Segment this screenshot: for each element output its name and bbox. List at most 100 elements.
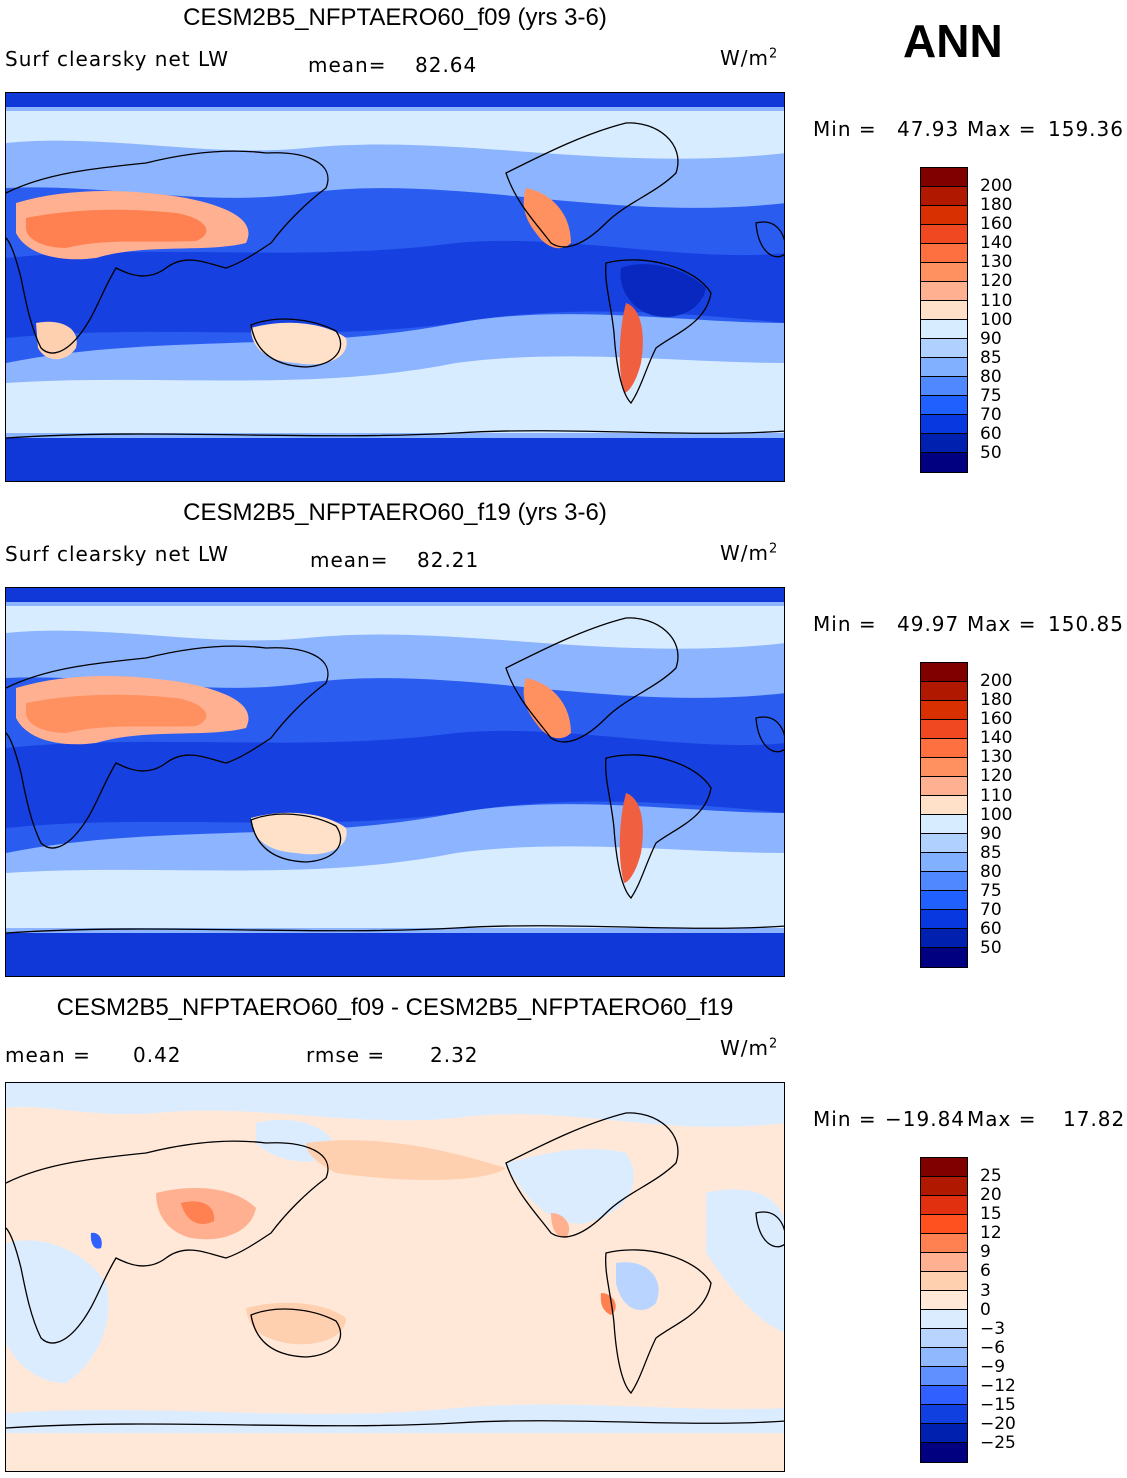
colorbar-level-label: 160 bbox=[980, 709, 1013, 730]
colorbar-segment bbox=[921, 929, 967, 948]
panel3-rmse-value: 2.32 bbox=[430, 1043, 479, 1067]
colorbar-level-label: 75 bbox=[980, 386, 1002, 407]
colorbar-level-label: 25 bbox=[980, 1166, 1002, 1186]
colorbar-segment bbox=[921, 1348, 967, 1367]
panel3-min-value: −19.84 bbox=[885, 1107, 966, 1131]
colorbar-segment bbox=[921, 244, 967, 263]
colorbar-level-label: 85 bbox=[980, 842, 1002, 863]
colorbar-segment bbox=[921, 339, 967, 358]
colorbar-segment bbox=[921, 853, 967, 872]
colorbar-level-label: −6 bbox=[980, 1337, 1006, 1358]
panel3-units: W/m2 bbox=[720, 1036, 779, 1060]
colorbar-segment bbox=[921, 1177, 967, 1196]
panel1-min-label: Min = bbox=[813, 117, 877, 141]
colorbar-level-label: 70 bbox=[980, 405, 1002, 426]
colorbar-segment bbox=[921, 301, 967, 320]
colorbar-level-label: 50 bbox=[980, 938, 1002, 959]
panel2-units: W/m2 bbox=[720, 541, 779, 565]
colorbar-level-label: −25 bbox=[980, 1433, 1016, 1454]
colorbar-segment bbox=[921, 872, 967, 891]
colorbar-level-label: 180 bbox=[980, 195, 1013, 216]
panel1-min-value: 47.93 bbox=[897, 117, 960, 141]
panel2-title: CESM2B5_NFPTAERO60_f19 (yrs 3-6) bbox=[183, 499, 607, 526]
colorbar-segment bbox=[921, 910, 967, 929]
panel3-colorbar-labels: 25 20 15 12 9 6 3 0 −3 −6 −9 −12 −15 −20 −25 bbox=[980, 1166, 1016, 1454]
colorbar-segment bbox=[921, 1424, 967, 1443]
panel3-min-label: Min = bbox=[813, 1107, 877, 1131]
panel2-colorbar bbox=[920, 662, 968, 968]
colorbar-segment bbox=[921, 682, 967, 701]
colorbar-level-label: 85 bbox=[980, 347, 1002, 368]
colorbar-level-label: 60 bbox=[980, 424, 1002, 445]
panel1-variable: Surf clearsky net LW bbox=[5, 47, 230, 71]
colorbar-level-label: 130 bbox=[980, 252, 1013, 273]
panel3-colorbar bbox=[920, 1157, 968, 1463]
colorbar-level-label: 80 bbox=[980, 366, 1002, 387]
colorbar-level-label: 120 bbox=[980, 766, 1013, 787]
colorbar-segment bbox=[921, 1196, 967, 1215]
colorbar-segment bbox=[921, 434, 967, 453]
panel2-max-value: 150.85 bbox=[1048, 612, 1124, 636]
colorbar-segment bbox=[921, 1215, 967, 1234]
panel3-title: CESM2B5_NFPTAERO60_f09 - CESM2B5_NFPTAER… bbox=[56, 994, 734, 1021]
colorbar-segment bbox=[921, 1234, 967, 1253]
colorbar-segment bbox=[921, 320, 967, 339]
colorbar-level-label: 120 bbox=[980, 271, 1013, 292]
colorbar-segment bbox=[921, 206, 967, 225]
panel1-colorbar-labels: 200 180 160 140 130 120 110 100 90 85 80 75 70 60 50 bbox=[980, 176, 1013, 464]
panel2-mean-label: mean= bbox=[310, 548, 389, 572]
colorbar-segment bbox=[921, 415, 967, 434]
colorbar-level-label: 90 bbox=[980, 328, 1002, 349]
colorbar-segment bbox=[921, 777, 967, 796]
colorbar-level-label: 15 bbox=[980, 1204, 1002, 1225]
colorbar-segment bbox=[921, 282, 967, 301]
colorbar-level-label: 0 bbox=[980, 1299, 991, 1320]
panel1-units: W/m2 bbox=[720, 46, 779, 70]
colorbar-level-label: −9 bbox=[980, 1356, 1006, 1377]
panel2-min-value: 49.97 bbox=[897, 612, 960, 636]
colorbar-segment bbox=[921, 701, 967, 720]
panel2-map bbox=[5, 587, 785, 977]
colorbar-segment bbox=[921, 1367, 967, 1386]
colorbar-level-label: −20 bbox=[980, 1414, 1016, 1435]
panel2-mean-value: 82.21 bbox=[417, 548, 480, 572]
colorbar-level-label: 160 bbox=[980, 214, 1013, 235]
colorbar-segment bbox=[921, 1291, 967, 1310]
colorbar-level-label: 200 bbox=[980, 671, 1013, 691]
colorbar-segment bbox=[921, 377, 967, 396]
colorbar-segment bbox=[921, 758, 967, 777]
colorbar-segment bbox=[921, 815, 967, 834]
panel1-max-value: 159.36 bbox=[1048, 117, 1124, 141]
colorbar-level-label: 100 bbox=[980, 309, 1013, 330]
colorbar-level-label: 6 bbox=[980, 1261, 991, 1282]
colorbar-level-label: −15 bbox=[980, 1395, 1016, 1416]
colorbar-level-label: −3 bbox=[980, 1318, 1006, 1339]
colorbar-segment bbox=[921, 1329, 967, 1348]
colorbar-segment bbox=[921, 663, 967, 682]
panel3-mean-label: mean = bbox=[5, 1043, 91, 1067]
colorbar-level-label: 3 bbox=[980, 1280, 991, 1301]
colorbar-level-label: 70 bbox=[980, 900, 1002, 921]
colorbar-level-label: 200 bbox=[980, 176, 1013, 196]
season-label: ANN bbox=[903, 15, 1003, 67]
panel1-mean-label: mean= bbox=[308, 53, 387, 77]
colorbar-level-label: 110 bbox=[980, 290, 1013, 311]
colorbar-segment bbox=[921, 1158, 967, 1177]
colorbar-segment bbox=[921, 948, 967, 967]
panel3-rmse-label: rmse = bbox=[306, 1043, 386, 1067]
panel1-map bbox=[5, 92, 785, 482]
colorbar-level-label: 9 bbox=[980, 1242, 991, 1263]
panel1-colorbar bbox=[920, 167, 968, 473]
panel2-variable: Surf clearsky net LW bbox=[5, 542, 230, 566]
colorbar-segment bbox=[921, 453, 967, 472]
colorbar-level-label: 50 bbox=[980, 443, 1002, 464]
colorbar-level-label: 60 bbox=[980, 919, 1002, 940]
panel3-mean-value: 0.42 bbox=[133, 1043, 182, 1067]
colorbar-level-label: −12 bbox=[980, 1376, 1016, 1397]
panel1-mean-value: 82.64 bbox=[415, 53, 478, 77]
panel3-map bbox=[5, 1082, 785, 1472]
colorbar-level-label: 75 bbox=[980, 881, 1002, 902]
colorbar-segment bbox=[921, 834, 967, 853]
colorbar-segment bbox=[921, 263, 967, 282]
panel3-max-value: 17.82 bbox=[1063, 1107, 1126, 1131]
